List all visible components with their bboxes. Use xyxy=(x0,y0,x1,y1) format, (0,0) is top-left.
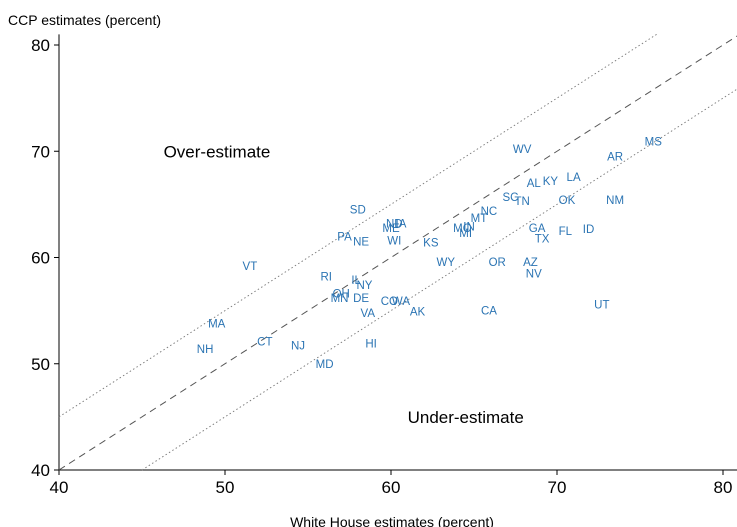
state-point-label: FL xyxy=(559,226,573,238)
state-point-label: AZ xyxy=(523,257,538,269)
state-point-label: ME xyxy=(382,223,400,235)
state-point-label: IN xyxy=(463,222,475,234)
state-point-label: NY xyxy=(356,280,372,292)
x-axis-title: White House estimates (percent) xyxy=(290,514,494,527)
state-point-label: IA xyxy=(396,219,407,231)
state-point-label: NV xyxy=(526,268,542,280)
state-point-label: CA xyxy=(481,306,497,318)
state-point-label: MA xyxy=(208,318,226,330)
state-point-label: WV xyxy=(513,144,532,156)
state-point-label: RI xyxy=(321,272,333,284)
state-point-label: MT xyxy=(471,213,488,225)
state-point-label: OK xyxy=(559,195,576,207)
state-point-label: WI xyxy=(387,236,401,248)
state-point-label: ID xyxy=(583,224,595,236)
state-point-label: DE xyxy=(353,293,369,305)
x-tick-label: 70 xyxy=(548,478,567,497)
state-point-label: AR xyxy=(607,152,623,164)
x-tick-label: 60 xyxy=(382,478,401,497)
state-point-label: CO xyxy=(381,296,398,308)
state-point-label: VA xyxy=(361,308,376,320)
y-tick-label: 60 xyxy=(31,249,50,268)
state-point-label: WY xyxy=(437,257,456,269)
y-axis-title: CCP estimates (percent) xyxy=(8,12,161,28)
state-point-label: MN xyxy=(331,293,349,305)
state-point-label: MD xyxy=(316,359,334,371)
state-point-label: TN xyxy=(514,196,529,208)
x-tick-label: 50 xyxy=(216,478,235,497)
state-point-label: WA xyxy=(392,296,410,308)
state-point-label: ND xyxy=(386,219,403,231)
state-point-label: NM xyxy=(606,195,624,207)
region-annotation: Over-estimate xyxy=(164,142,271,161)
state-point-label: UT xyxy=(594,299,609,311)
state-point-label: SC xyxy=(503,192,519,204)
state-point-label: NC xyxy=(481,206,498,218)
state-point-label: OH xyxy=(333,289,350,301)
state-point-label: PA xyxy=(337,231,352,243)
state-point-label: MS xyxy=(645,137,663,149)
state-point-label: NE xyxy=(353,237,369,249)
state-point-label: NJ xyxy=(291,341,305,353)
plot-area: 40 50 60 70 80 40 50 60 70 80 Over-estimate Under-e… xyxy=(31,33,737,497)
state-point-label: TX xyxy=(535,233,550,245)
state-point-label: MI xyxy=(459,228,472,240)
state-point-label: VT xyxy=(243,261,258,273)
y-tick-label: 80 xyxy=(31,36,50,55)
state-point-label: CT xyxy=(257,336,272,348)
state-point-label: NH xyxy=(197,344,214,356)
y-tick-label: 40 xyxy=(31,461,50,480)
region-annotation: Under-estimate xyxy=(408,408,524,427)
state-point-label: SD xyxy=(350,205,366,217)
state-point-label: AK xyxy=(410,307,426,319)
state-point-label: LA xyxy=(567,172,581,184)
y-tick-label: 70 xyxy=(31,142,50,161)
state-point-label: HI xyxy=(365,339,377,351)
state-point-label: OR xyxy=(489,257,506,269)
x-tick-label: 80 xyxy=(714,478,733,497)
state-point-label: GA xyxy=(529,223,546,235)
state-point-label: AL xyxy=(527,178,542,190)
equality-line xyxy=(58,35,737,471)
state-point-label: KY xyxy=(543,176,559,188)
y-tick-label: 50 xyxy=(31,355,50,374)
state-point-label: KS xyxy=(423,238,439,250)
state-point-label: MO xyxy=(453,223,472,235)
x-tick-label: 40 xyxy=(50,478,69,497)
state-point-label: IL xyxy=(351,275,361,287)
